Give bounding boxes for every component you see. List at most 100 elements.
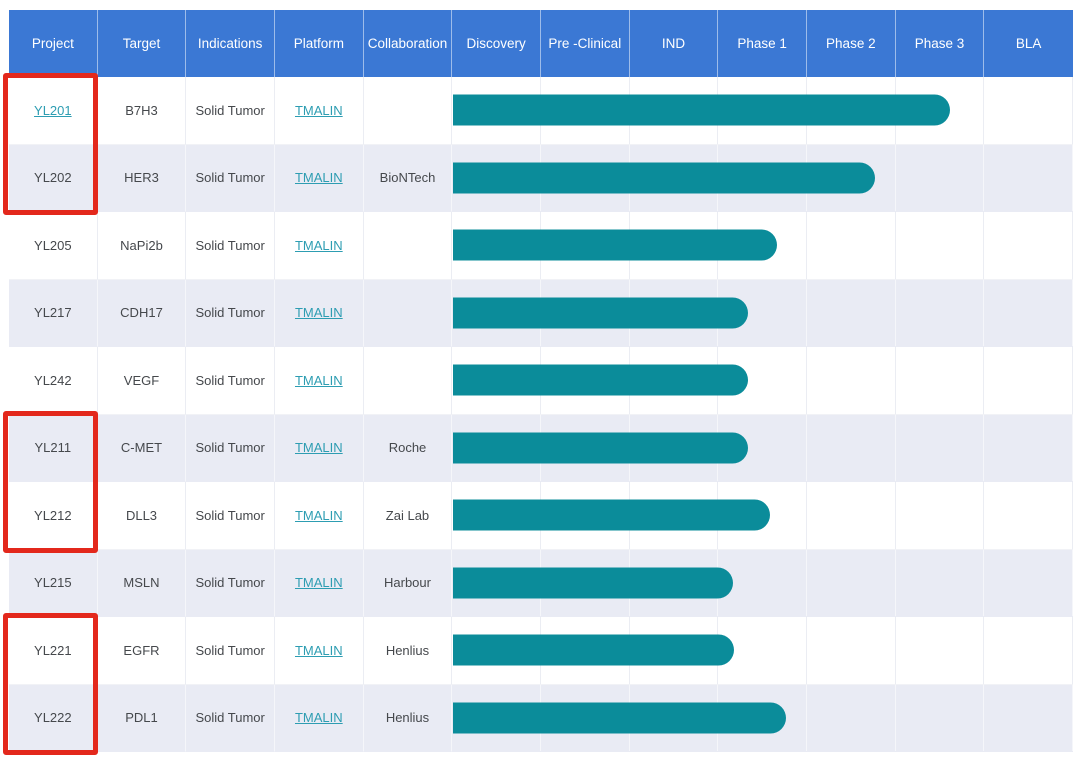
pipeline-track	[452, 482, 1074, 550]
pipeline-track	[452, 549, 1074, 618]
platform-cell: TMALIN	[275, 684, 364, 752]
phase-cell	[807, 279, 896, 346]
collaboration-cell	[364, 279, 453, 347]
phase-cell	[896, 414, 985, 481]
pipeline-progress-bar	[453, 567, 733, 599]
project-cell: YL211	[9, 414, 98, 482]
column-header-ind: IND	[629, 10, 719, 77]
phase-cell	[896, 617, 985, 684]
column-header-pre-clinical: Pre -Clinical	[540, 10, 630, 77]
phase-cell	[984, 279, 1074, 346]
phase-cell	[984, 684, 1074, 751]
phase-cell	[896, 347, 985, 414]
phase-cell	[807, 414, 896, 481]
phase-cell	[984, 482, 1074, 549]
project-label: YL221	[34, 642, 72, 658]
platform-link[interactable]: TMALIN	[294, 642, 343, 658]
pipeline-track	[452, 684, 1074, 753]
header-row: Project Target Indications Platform Collabor…	[9, 10, 1073, 77]
project-cell: YL202	[9, 144, 98, 212]
indications-cell: Solid Tumor	[186, 279, 275, 347]
phase-cell	[807, 617, 896, 684]
phase-cell	[718, 482, 808, 549]
phase-cell	[896, 212, 985, 279]
collaboration-cell	[363, 77, 453, 145]
project-label: YL222	[34, 710, 72, 726]
platform-cell: TMALIN	[275, 549, 364, 617]
table-body: YL201 B7H3 Solid Tumor TMALIN YL202 HER3 Solid…	[9, 77, 1074, 753]
phase-cell	[896, 279, 985, 346]
target-cell: DLL3	[97, 482, 187, 550]
phase-cell	[984, 144, 1074, 211]
target-cell: PDL1	[98, 684, 187, 752]
target-cell: MSLN	[98, 549, 187, 617]
pipeline-progress-bar	[453, 634, 735, 666]
platform-link[interactable]: TMALIN	[294, 710, 343, 726]
target-cell: C-MET	[98, 414, 187, 482]
project-cell: YL242	[9, 347, 98, 415]
table-row: YL217 CDH17 Solid Tumor TMALIN	[9, 279, 1074, 347]
indications-cell: Solid Tumor	[186, 482, 275, 550]
pipeline-progress-bar	[453, 432, 748, 464]
platform-link[interactable]: TMALIN	[294, 305, 343, 321]
phase-cell	[718, 684, 808, 751]
pipeline-progress-bar	[453, 94, 950, 126]
table-row: YL211 C-MET Solid Tumor TMALIN Roche	[9, 414, 1074, 482]
target-cell: VEGF	[97, 347, 187, 415]
platform-cell: TMALIN	[274, 617, 364, 685]
project-cell: YL201	[9, 77, 98, 145]
column-header-collaboration: Collaboration	[363, 10, 453, 77]
indications-cell: Solid Tumor	[186, 212, 275, 280]
table-row: YL222 PDL1 Solid Tumor TMALIN Henlius	[9, 684, 1074, 753]
phase-cell	[807, 144, 896, 211]
project-cell: YL205	[9, 212, 98, 280]
project-label: YL205	[34, 237, 72, 253]
pipeline-track	[452, 617, 1074, 685]
collaboration-cell: Roche	[364, 414, 453, 482]
phase-cell	[896, 684, 985, 751]
column-header-phase-2: Phase 2	[806, 10, 896, 77]
column-header-platform: Platform	[274, 10, 364, 77]
platform-link[interactable]: TMALIN	[294, 372, 343, 388]
phase-cell	[896, 77, 985, 144]
project-label: YL212	[34, 507, 72, 523]
pipeline-progress-bar	[453, 364, 748, 396]
table-row: YL215 MSLN Solid Tumor TMALIN Harbour	[9, 549, 1074, 618]
phase-cell	[718, 347, 808, 414]
platform-link[interactable]: TMALIN	[294, 440, 343, 456]
platform-link[interactable]: TMALIN	[294, 170, 343, 186]
project-cell: YL221	[9, 617, 98, 685]
project-cell: YL215	[9, 549, 98, 617]
indications-cell: Solid Tumor	[186, 414, 275, 482]
collaboration-cell: Zai Lab	[363, 482, 453, 550]
target-cell: NaPi2b	[97, 212, 187, 280]
project-label: YL211	[34, 440, 72, 456]
pipeline-progress-bar	[453, 229, 777, 261]
pipeline-track	[452, 347, 1074, 415]
pipeline-progress-bar	[453, 297, 748, 329]
project-label: YL242	[34, 372, 72, 388]
column-header-discovery: Discovery	[452, 10, 541, 77]
project-label: YL202	[34, 170, 72, 186]
phase-cell	[984, 347, 1074, 414]
platform-link[interactable]: TMALIN	[294, 575, 343, 591]
phase-cell	[718, 279, 808, 346]
project-label: YL217	[34, 305, 72, 321]
collaboration-cell	[363, 212, 453, 280]
platform-cell: TMALIN	[274, 482, 364, 550]
project-link[interactable]: YL201	[34, 102, 72, 118]
phase-cell	[984, 212, 1074, 279]
table-row: YL202 HER3 Solid Tumor TMALIN BioNTech	[9, 144, 1074, 212]
indications-cell: Solid Tumor	[186, 549, 275, 617]
collaboration-cell: Henlius	[363, 617, 453, 685]
platform-link[interactable]: TMALIN	[294, 102, 343, 118]
project-cell: YL222	[9, 684, 98, 752]
phase-cell	[984, 77, 1074, 144]
table-row: YL205 NaPi2b Solid Tumor TMALIN	[9, 212, 1074, 280]
platform-link[interactable]: TMALIN	[294, 237, 343, 253]
platform-link[interactable]: TMALIN	[294, 507, 343, 523]
column-header-indications: Indications	[186, 10, 275, 77]
phase-cell	[718, 617, 808, 684]
pipeline-table: Project Target Indications Platform Collabor…	[3, 10, 1074, 755]
table-row: YL201 B7H3 Solid Tumor TMALIN	[9, 77, 1074, 145]
